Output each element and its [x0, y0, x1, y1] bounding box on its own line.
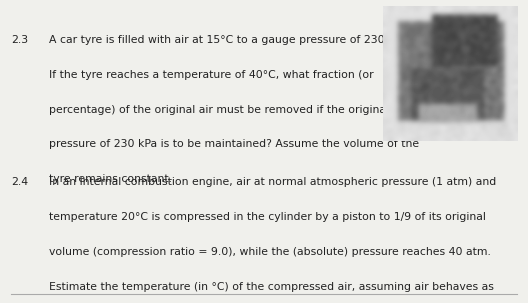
Text: temperature 20°C is compressed in the cylinder by a piston to 1/9 of its origina: temperature 20°C is compressed in the cy… [49, 212, 485, 222]
Text: 2.4: 2.4 [12, 177, 29, 187]
Text: pressure of 230 kPa is to be maintained? Assume the volume of the: pressure of 230 kPa is to be maintained?… [49, 139, 419, 149]
Text: A car tyre is filled with air at 15°C to a gauge pressure of 230 kPa.: A car tyre is filled with air at 15°C to… [49, 35, 410, 45]
Text: volume (compression ratio = 9.0), while the (absolute) pressure reaches 40 atm.: volume (compression ratio = 9.0), while … [49, 247, 491, 257]
Text: percentage) of the original air must be removed if the original: percentage) of the original air must be … [49, 105, 389, 115]
Text: 2.3: 2.3 [12, 35, 29, 45]
Text: tyre remains constant.: tyre remains constant. [49, 174, 172, 184]
Text: In an internal combustion engine, air at normal atmospheric pressure (1 atm) and: In an internal combustion engine, air at… [49, 177, 496, 187]
Text: Estimate the temperature (in °C) of the compressed air, assuming air behaves as: Estimate the temperature (in °C) of the … [49, 282, 494, 292]
Text: If the tyre reaches a temperature of 40°C, what fraction (or: If the tyre reaches a temperature of 40°… [49, 70, 373, 80]
